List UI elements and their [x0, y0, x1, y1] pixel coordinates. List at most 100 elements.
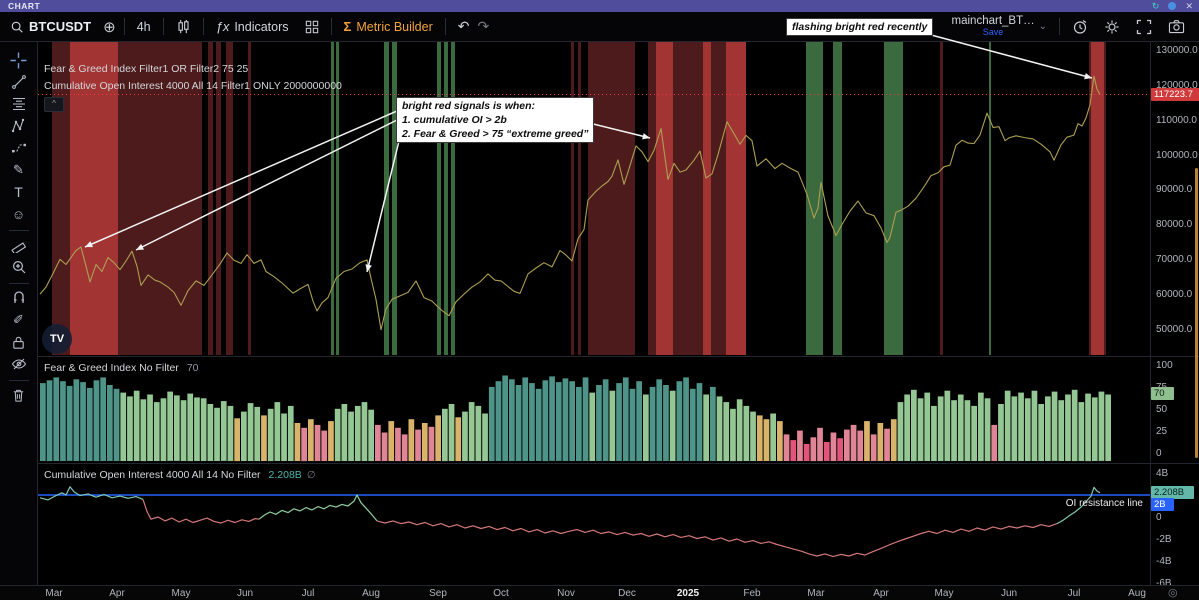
indicator-row-cumulative-oi[interactable]: Cumulative Open Interest 4000 All 14 Fil… [44, 80, 342, 92]
metric-builder-label: Metric Builder [356, 19, 433, 34]
hide-all-drawings-tool[interactable] [6, 354, 32, 374]
fib-retracement-tool[interactable] [6, 94, 32, 114]
remove-drawings-tool[interactable] [6, 385, 32, 405]
time-axis-label: Sep [429, 588, 447, 599]
xabcd-pattern-tool[interactable] [6, 116, 32, 136]
emoji-tool[interactable]: ☺ [11, 206, 26, 222]
layout-name: mainchart_BT… [951, 14, 1035, 27]
fear-greed-current-tag: 70 [1151, 387, 1174, 400]
time-axis-label: Feb [743, 588, 761, 599]
price-axis-label: 70000.0 [1156, 254, 1193, 265]
price-axis-label: 80000.0 [1156, 219, 1193, 230]
toolbar-separator [162, 18, 164, 35]
time-axis[interactable]: Mar Apr May Jun Jul Aug Sep Oct Nov Dec 2025 Feb Mar… [0, 585, 1199, 600]
time-axis-label: Jun [236, 588, 254, 599]
fear-greed-value: 70 [186, 362, 199, 374]
time-axis-label: Aug [362, 588, 380, 599]
time-axis-label: Apr [109, 588, 125, 599]
drawing-toolbar: ✎ T ☺ ✐ [0, 42, 38, 585]
tradingview-logo[interactable]: TV [42, 324, 72, 354]
sidebar-divider [8, 230, 29, 231]
time-axis-label: Jul [1067, 588, 1081, 599]
layout-menu[interactable]: mainchart_BT… Save [951, 14, 1035, 38]
oi-axis-label: -6B [1156, 578, 1172, 589]
indicators-button[interactable]: ƒx Indicators [208, 15, 297, 39]
oi-current-tag: 2.208B [1151, 486, 1194, 499]
fear-greed-title: Fear & Greed Index No Filter [44, 362, 179, 374]
collapse-pane-button[interactable]: ^ [44, 97, 64, 112]
time-axis-label: Nov [557, 588, 575, 599]
fear-greed-pane-header[interactable]: Fear & Greed Index No Filter 70 [44, 362, 199, 374]
undo-button[interactable]: ↶ [457, 18, 470, 34]
settings-button[interactable] [1096, 15, 1128, 39]
drawing-mode-lock-tool[interactable]: ✐ [13, 312, 24, 327]
fg-axis-label: 50 [1156, 404, 1168, 415]
fx-icon: ƒx [215, 19, 230, 34]
alert-button[interactable] [1064, 15, 1096, 39]
candles-icon [178, 19, 189, 34]
lock-all-drawings-tool[interactable] [6, 332, 32, 352]
scrollbar[interactable] [1195, 168, 1198, 458]
oi-title: Cumulative Open Interest 4000 All 14 No … [44, 469, 261, 481]
oi-axis-label: -2B [1156, 534, 1172, 545]
close-icon[interactable]: ✕ [1185, 1, 1193, 11]
oi-resistance-label[interactable]: OI resistance line [1065, 498, 1143, 509]
prediction-tool[interactable] [6, 138, 32, 158]
time-axis-label: Jul [301, 588, 315, 599]
symbol-label: BTCUSDT [29, 19, 92, 34]
scroll-to-realtime-icon[interactable]: ◎ [1168, 587, 1178, 599]
note-line-3: 2. Fear & Greed > 75 “extreme greed” [402, 128, 589, 140]
sidebar-divider [8, 283, 29, 284]
zoom-in-tool[interactable] [6, 257, 32, 277]
empty-set-icon: ∅ [306, 470, 316, 481]
brush-tool[interactable]: ✎ [13, 162, 24, 177]
interval-button[interactable]: 4h [136, 19, 151, 34]
magnet-tool[interactable] [6, 288, 32, 308]
oi-axis-label: 0 [1156, 512, 1162, 523]
text-tool[interactable]: T [14, 184, 23, 200]
templates-button[interactable] [297, 15, 327, 39]
fg-axis-label: 25 [1156, 426, 1168, 437]
pane-separator [38, 356, 1199, 357]
record-icon[interactable] [1168, 2, 1177, 10]
toolbar-separator [444, 18, 446, 35]
note-flashing-red[interactable]: flashing bright red recently [786, 18, 934, 36]
redo-button[interactable]: ↷ [477, 18, 490, 34]
note-line-2: 1. cumulative OI > 2b [402, 114, 507, 126]
oi-value: 2.208B [268, 469, 302, 481]
oi-pane-header[interactable]: Cumulative Open Interest 4000 All 14 No … [44, 469, 316, 481]
fg-axis-label: 100 [1156, 360, 1173, 371]
compare-add-button[interactable]: ⊕ [103, 18, 116, 36]
note-signal-rules[interactable]: bright red signals is when: 1. cumulativ… [396, 97, 595, 143]
measure-tool[interactable] [6, 235, 32, 255]
time-axis-label: Jun [1000, 588, 1018, 599]
search-icon [11, 21, 23, 33]
time-axis-label: 2025 [676, 588, 700, 599]
fullscreen-button[interactable] [1128, 15, 1160, 39]
chevron-down-icon[interactable]: ⌄ [1038, 21, 1047, 32]
time-axis-label: Oct [493, 588, 509, 599]
oi-axis-label: 4B [1156, 468, 1169, 479]
save-button[interactable]: Save [982, 26, 1004, 37]
indicator-row-fear-greed[interactable]: Fear & Greed Index Filter1 OR Filter2 75… [44, 63, 249, 75]
trend-line-tool[interactable] [6, 72, 32, 92]
window-titlebar: CHART ↻ ✕ [0, 0, 1199, 12]
price-axis-label: 110000.0 [1156, 115, 1197, 126]
snapshot-button[interactable] [1160, 15, 1193, 39]
refresh-icon[interactable]: ↻ [1151, 1, 1160, 11]
time-axis-label: May [934, 588, 954, 599]
chart-style-button[interactable] [168, 15, 199, 39]
price-axis-label: 50000.0 [1156, 324, 1193, 335]
crosshair-tool[interactable] [6, 50, 32, 70]
toolbar-separator [1059, 18, 1060, 35]
grid-icon [305, 20, 318, 33]
camera-icon [1168, 20, 1185, 34]
time-axis-label: Mar [45, 588, 63, 599]
time-axis-label: Aug [1128, 588, 1146, 599]
fullscreen-icon [1136, 19, 1152, 34]
price-axis-label: 100000.0 [1156, 150, 1198, 161]
price-axis-label: 130000.0 [1156, 45, 1198, 56]
metric-builder-button[interactable]: Σ Metric Builder [336, 15, 441, 39]
symbol-search-button[interactable]: BTCUSDT [2, 15, 99, 39]
